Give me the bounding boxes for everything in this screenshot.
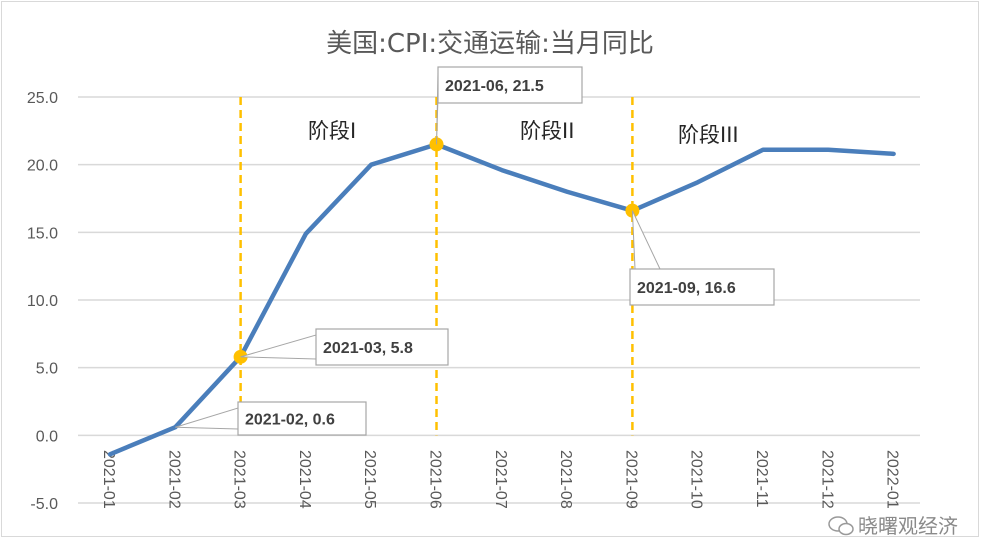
callout-box bbox=[629, 268, 775, 306]
watermark: 晓曙观经济 bbox=[828, 514, 958, 538]
x-tick-label: 2022-01 bbox=[884, 450, 901, 509]
callout-box bbox=[437, 66, 583, 104]
data-label: 2021-03, 5.8 bbox=[323, 340, 413, 357]
y-tick-label: -5.0 bbox=[30, 496, 58, 513]
x-tick-label: 2021-11 bbox=[753, 450, 770, 508]
data-label-callout: 2021-06, 21.5 bbox=[436, 66, 583, 145]
data-label: 2021-09, 16.6 bbox=[637, 280, 736, 297]
y-tick-label: 5.0 bbox=[36, 361, 58, 378]
data-label-callout: 2021-09, 16.6 bbox=[629, 210, 775, 306]
y-tick-label: 10.0 bbox=[27, 293, 58, 310]
x-tick-label: 2021-04 bbox=[296, 450, 313, 509]
x-tick-label: 2021-06 bbox=[427, 450, 444, 509]
data-label: 2021-06, 21.5 bbox=[445, 78, 544, 95]
data-label-callout: 2021-03, 5.8 bbox=[240, 328, 449, 366]
x-tick-label: 2021-02 bbox=[165, 450, 182, 509]
x-tick-label: 2021-09 bbox=[622, 450, 639, 509]
x-tick-label: 2021-05 bbox=[361, 450, 378, 509]
x-tick-label: 2021-07 bbox=[492, 450, 509, 509]
y-tick-label: 20.0 bbox=[27, 158, 58, 175]
data-label-callout: 2021-02, 0.6 bbox=[175, 401, 367, 436]
x-tick-label: 2021-08 bbox=[557, 450, 574, 509]
data-label: 2021-02, 0.6 bbox=[245, 412, 335, 429]
phase-label: 阶段I bbox=[308, 119, 356, 143]
wechat-icon bbox=[828, 516, 854, 536]
y-tick-label: 25.0 bbox=[27, 90, 58, 107]
x-tick-label: 2021-10 bbox=[688, 450, 705, 509]
y-tick-label: 0.0 bbox=[36, 428, 58, 445]
callout-pointer bbox=[631, 210, 661, 270]
x-tick-label: 2021-03 bbox=[231, 450, 248, 509]
watermark-text: 晓曙观经济 bbox=[858, 514, 958, 538]
phase-label: 阶段II bbox=[520, 119, 574, 143]
callout-box bbox=[237, 401, 367, 436]
phase-label: 阶段III bbox=[678, 123, 739, 147]
x-tick-label: 2021-01 bbox=[100, 450, 117, 509]
chart-title: 美国:CPI:交通运输:当月同比 bbox=[326, 29, 654, 59]
callout-box bbox=[315, 328, 449, 366]
x-tick-label: 2021-12 bbox=[818, 450, 835, 509]
y-tick-label: 15.0 bbox=[27, 225, 58, 242]
